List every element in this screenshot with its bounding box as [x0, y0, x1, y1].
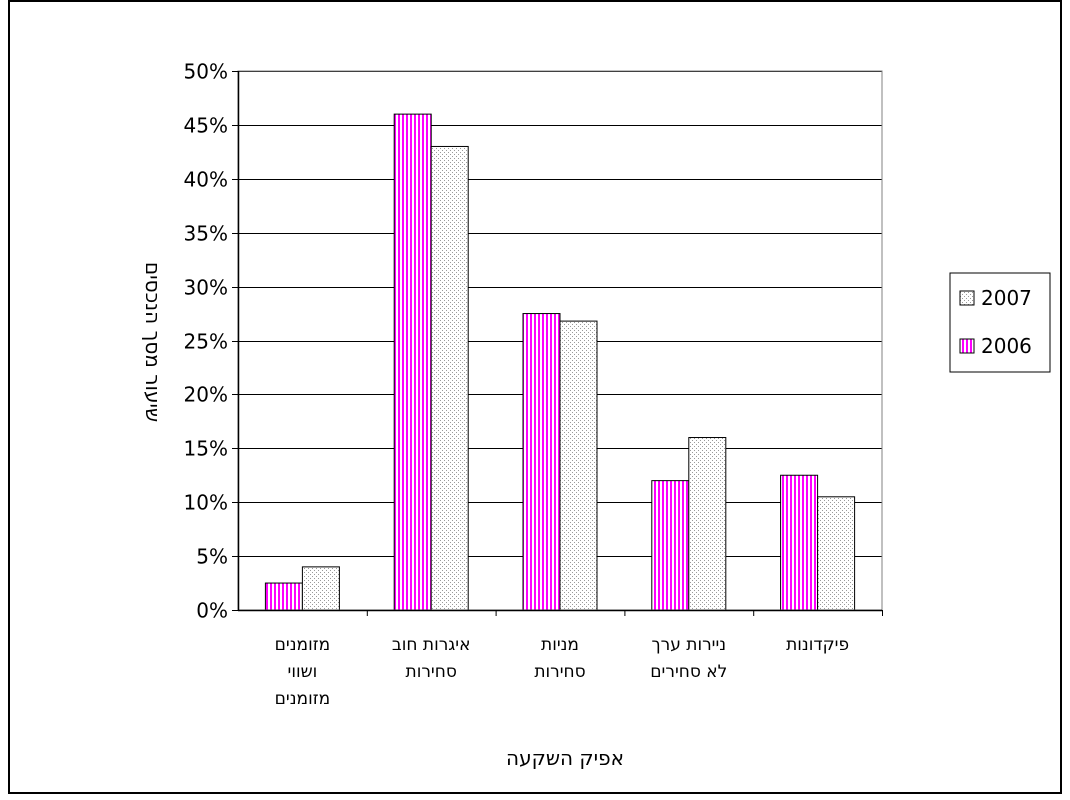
category-label: ניירות ערך: [652, 635, 727, 655]
bar-2007-1: [301, 566, 340, 611]
legend-label-2006: 2006: [981, 334, 1032, 358]
category-label: מזומנים: [275, 635, 331, 655]
y-tick-label: 20%: [184, 383, 228, 407]
bar-2007-2: [430, 145, 469, 611]
bar-2006-4: [651, 480, 690, 611]
category-label: מניות: [541, 635, 579, 655]
y-tick-label: 5%: [196, 545, 228, 569]
bar-2006-1: [264, 582, 303, 611]
legend-label-2007: 2007: [981, 286, 1032, 310]
y-tick-label: 40%: [184, 168, 228, 192]
y-tick-label: 50%: [184, 60, 228, 84]
category-label: סחירות: [534, 662, 585, 682]
y-tick-label: 45%: [184, 114, 228, 138]
x-axis-title: אפיק השקעה: [506, 746, 624, 770]
y-axis-title: שיעור מסך הנכסים: [141, 262, 165, 422]
y-tick-label: 10%: [184, 491, 228, 515]
category-label: פיקדונות: [786, 635, 849, 655]
legend: 2007 2006: [949, 272, 1051, 373]
category-label: לא סחירים: [650, 662, 727, 682]
legend-swatch-2007: [959, 290, 975, 306]
y-tick-label: 25%: [184, 330, 228, 354]
legend-swatch-2006: [959, 338, 975, 354]
y-tick-label: 0%: [196, 599, 228, 623]
bar-2007-4: [688, 437, 727, 611]
bar-2006-5: [780, 474, 819, 611]
bar-2007-3: [559, 320, 598, 611]
legend-box: [949, 272, 1051, 373]
bar-2007-5: [817, 496, 856, 611]
bar-chart: 0% 5% 10% 15% 20% 25% 30% 35% 40% 45% 50% מזומנים ו…: [141, 60, 1051, 770]
y-tick-label: 30%: [184, 276, 228, 300]
bar-2006-2: [393, 113, 432, 611]
category-label: איגרות חוב: [392, 635, 471, 655]
category-label: ושווי: [288, 662, 318, 682]
bar-2006-3: [522, 313, 561, 611]
category-label: סחירות: [406, 662, 457, 682]
chart-frame: 0% 5% 10% 15% 20% 25% 30% 35% 40% 45% 50% מזומנים ו…: [8, 0, 1062, 794]
category-label: מזומנים: [275, 689, 331, 709]
y-tick-label: 15%: [184, 437, 228, 461]
y-tick-label: 35%: [184, 222, 228, 246]
